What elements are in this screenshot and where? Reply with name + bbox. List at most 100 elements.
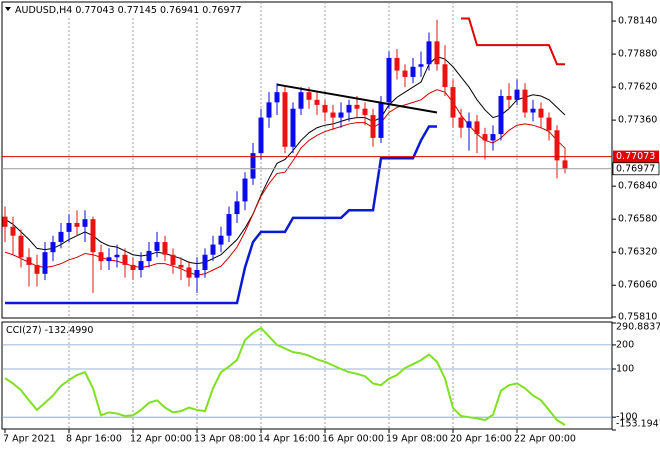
x-tick-label: 8 Apr 16:00	[66, 434, 122, 445]
candle-body	[290, 108, 296, 147]
candle-body	[2, 216, 8, 227]
header-arrow	[5, 7, 11, 11]
candle-body	[66, 222, 72, 232]
overlay-line	[461, 17, 565, 66]
y-tick-label: 0.75810	[618, 311, 657, 322]
candle-body	[98, 252, 104, 262]
indicator-name: CCI(27)	[6, 325, 42, 336]
x-tick-label: 13 Apr 08:00	[194, 434, 256, 445]
y-tick-label: 0.78140	[618, 16, 657, 27]
candle-body	[450, 87, 456, 118]
candle-body	[490, 134, 496, 141]
candle-body	[42, 252, 48, 274]
candle-body	[306, 92, 312, 100]
candle-body	[226, 214, 232, 236]
candle-body	[458, 117, 464, 128]
bid-label: 0.76977	[616, 163, 655, 174]
last-open: 0.77043	[75, 5, 114, 16]
candle-body	[498, 95, 504, 135]
x-tick-label: 7 Apr 2021	[3, 434, 56, 445]
price-label: 0.77073	[616, 151, 655, 162]
candle-body	[242, 178, 248, 202]
last-close: 0.76977	[202, 5, 241, 16]
candle-body	[154, 242, 160, 251]
x-tick-label: 20 Apr 16:00	[450, 434, 512, 445]
candle-body	[562, 160, 568, 169]
main-pane-frame	[1, 1, 613, 319]
candle-body	[106, 257, 112, 262]
overlay-line	[4, 56, 566, 265]
last-high: 0.77145	[118, 5, 157, 16]
candle-body	[58, 231, 64, 243]
candle-body	[482, 134, 488, 141]
candle-body	[410, 66, 416, 77]
indicator-last: -132.4990	[45, 325, 94, 336]
y-tick-label: 0.76320	[618, 247, 657, 258]
trendline	[276, 83, 438, 114]
overlay-line	[4, 89, 566, 276]
y-tick-label: 290.8837	[616, 322, 660, 333]
candle-body	[138, 261, 144, 270]
candle-body	[330, 112, 336, 118]
candle-body	[90, 219, 96, 253]
candle-body	[338, 112, 344, 118]
x-tick-label: 16 Apr 00:00	[322, 434, 384, 445]
candle-body	[114, 254, 120, 258]
candle-body	[506, 95, 512, 100]
y-tick-label: 100	[616, 363, 634, 374]
y-tick-label: 0.76060	[618, 280, 657, 291]
y-tick-label: 200	[616, 339, 634, 350]
y-tick-label: 0.77620	[618, 82, 657, 93]
price-label-box	[613, 150, 659, 163]
candle-body	[26, 257, 32, 265]
candle-body	[258, 117, 264, 154]
y-tick-label: 0.76840	[618, 181, 657, 192]
candle-body	[234, 201, 240, 215]
candle-body	[474, 121, 480, 135]
candle-body	[202, 254, 208, 270]
indicator-pane-frame	[1, 321, 613, 430]
overlay-line	[5, 125, 437, 305]
candle-body	[394, 57, 400, 71]
candle-body	[314, 99, 320, 105]
last-low: 0.76941	[160, 5, 199, 16]
x-tick-label: 12 Apr 00:00	[130, 434, 192, 445]
candle-body	[346, 104, 352, 113]
candle-body	[522, 89, 528, 113]
candle-body	[442, 64, 448, 88]
header-bg	[3, 3, 255, 17]
symbol: AUDUSD,H4 0.77043 0.77145 0.76941 0.7697…	[15, 5, 242, 16]
y-tick-label: 0.77360	[618, 115, 657, 126]
candle-body	[378, 102, 384, 138]
candle-body	[530, 108, 536, 113]
candle-body	[50, 242, 56, 253]
candle-body	[194, 269, 200, 278]
candle-body	[186, 267, 192, 278]
candle-body	[218, 235, 224, 245]
y-tick-label: -153.1947	[616, 419, 660, 430]
candle-body	[386, 57, 392, 103]
x-tick-label: 14 Apr 16:00	[258, 434, 320, 445]
candle-body	[34, 264, 40, 274]
candle-body	[250, 153, 256, 179]
y-tick-label: 0.76580	[618, 214, 657, 225]
y-tick-label: 0.77880	[618, 49, 657, 60]
candle-body	[362, 108, 368, 116]
candle-body	[538, 108, 544, 118]
candle-body	[370, 115, 376, 138]
candle-body	[170, 254, 176, 265]
candle-body	[10, 226, 16, 236]
candle-body	[178, 264, 184, 268]
candle-body	[18, 235, 24, 258]
candle-body	[466, 121, 472, 128]
candle-body	[130, 264, 136, 270]
candle-body	[122, 254, 128, 265]
candle-body	[402, 70, 408, 77]
x-tick-label: 19 Apr 08:00	[386, 434, 448, 445]
candle-body	[546, 117, 552, 131]
bid-label-box	[612, 162, 660, 176]
